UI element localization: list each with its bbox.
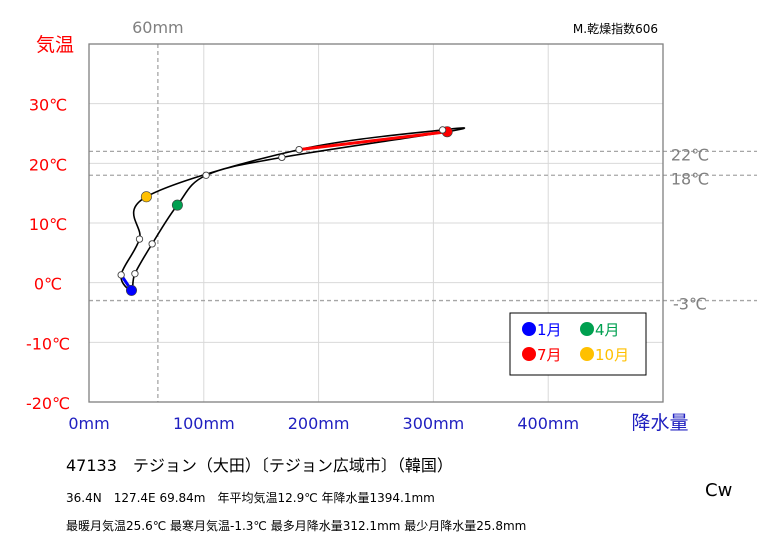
y-tick-label: 30℃ — [29, 96, 67, 115]
legend-label: 10月 — [595, 346, 629, 364]
y-axis-title: 気温 — [36, 34, 74, 56]
legend-label: 4月 — [595, 321, 620, 339]
y-tick-label: 20℃ — [29, 155, 67, 174]
reference-label-temp: 22℃ — [671, 145, 709, 164]
reference-label-precip: 60mm — [132, 18, 184, 37]
x-axis-title: 降水量 — [631, 412, 688, 434]
x-tick-label: 0mm — [68, 414, 109, 433]
legend-label: 7月 — [537, 346, 562, 364]
month-point-9 — [295, 145, 303, 154]
x-tick-label: 300mm — [403, 414, 465, 433]
legend-marker — [580, 322, 594, 336]
month-point-2 — [131, 270, 139, 278]
reference-label-temp: 18℃ — [671, 169, 709, 188]
month-point-3 — [148, 240, 156, 248]
month-point-12 — [117, 271, 125, 279]
x-tick-label: 400mm — [517, 414, 579, 433]
month-point-6 — [278, 153, 286, 162]
plot-border — [88, 43, 664, 403]
month-point-4 — [171, 199, 183, 211]
dryness-index-label: M.乾燥指数606 — [573, 21, 658, 36]
legend-marker — [580, 347, 594, 361]
month-point-11 — [135, 235, 144, 243]
station-stats-line-2: 最暖月気温25.6℃ 最寒月気温-1.3℃ 最多月降水量312.1mm 最少月降… — [66, 519, 527, 533]
legend-label: 1月 — [537, 321, 562, 339]
climograph-line — [120, 127, 466, 292]
x-tick-label: 100mm — [173, 414, 235, 433]
summer-segment — [298, 130, 448, 152]
climate-class: Cw — [705, 480, 733, 501]
station-title: 47133 テジョン（大田）〔テジョン広域市〕（韓国） — [66, 456, 453, 475]
y-tick-label: -20℃ — [26, 394, 70, 413]
legend-marker — [522, 347, 536, 361]
legend-marker — [522, 322, 536, 336]
station-stats-line-1: 36.4N 127.4E 69.84m 年平均気温12.9℃ 年降水量1394.… — [66, 491, 435, 505]
reference-label-temp: -3℃ — [673, 295, 707, 314]
month-point-8 — [438, 126, 447, 134]
month-point-5 — [202, 171, 210, 179]
y-tick-label: 10℃ — [29, 215, 67, 234]
y-tick-label: 0℃ — [34, 275, 62, 294]
month-point-1 — [125, 284, 137, 296]
x-tick-label: 200mm — [288, 414, 350, 433]
month-point-10 — [140, 191, 152, 203]
y-tick-label: -10℃ — [26, 334, 70, 353]
